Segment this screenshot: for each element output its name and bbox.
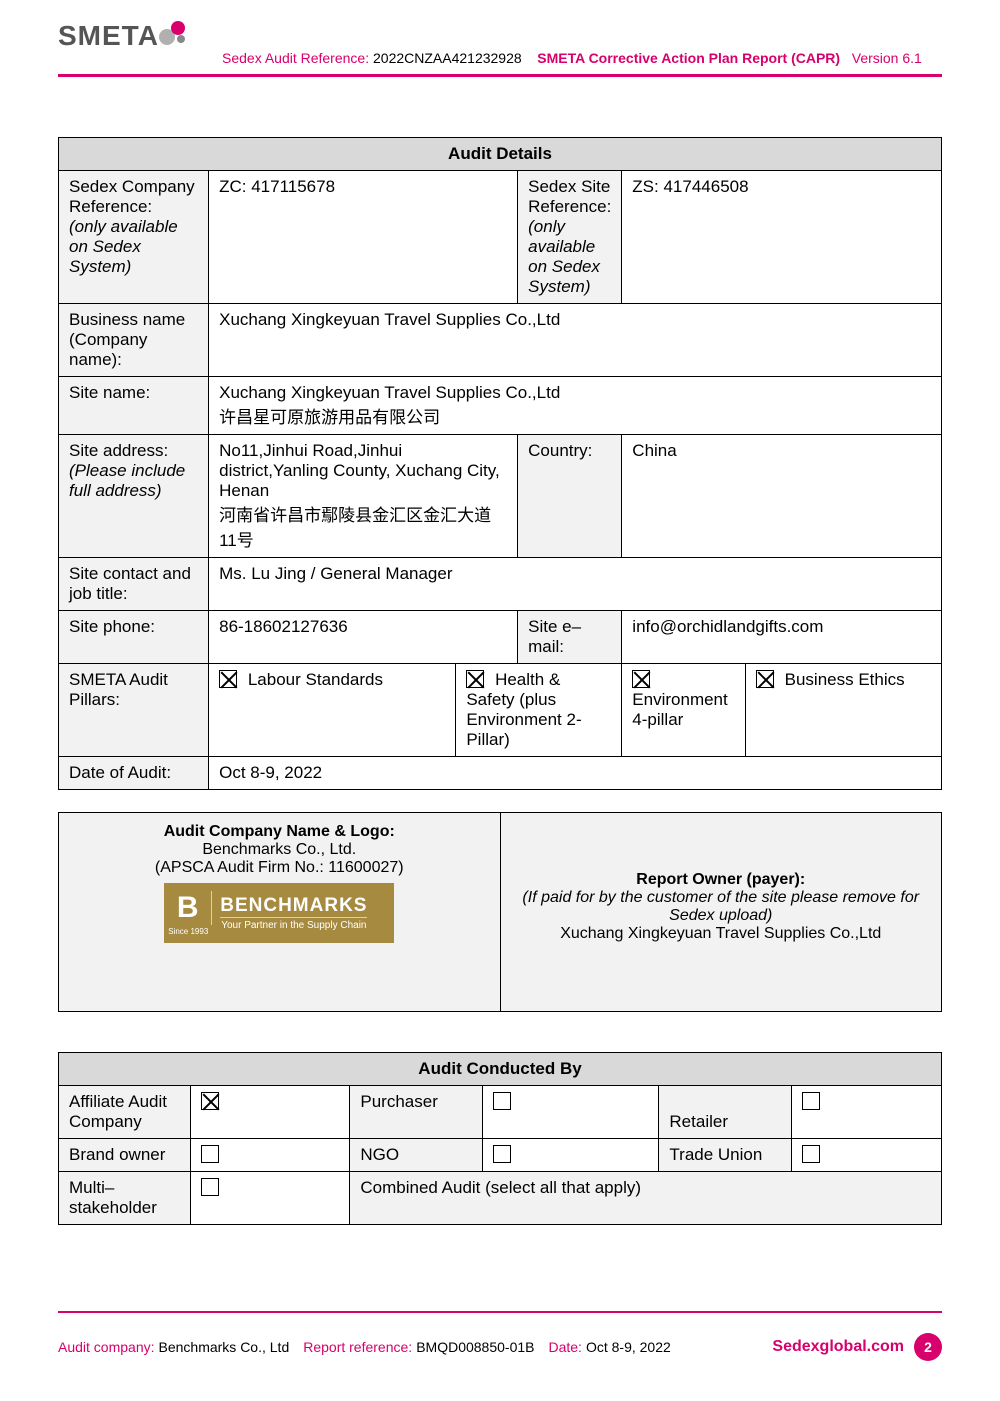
affiliate-label: Affiliate Audit Company <box>59 1086 191 1139</box>
purchaser-label: Purchaser <box>350 1086 482 1139</box>
owner-note: (If paid for by the customer of the site… <box>519 889 924 925</box>
logo-dots-icon <box>157 21 187 51</box>
site-name-label: Site name: <box>59 377 209 435</box>
checkbox-labour-icon <box>219 670 237 688</box>
audit-company-name: Benchmarks Co., Ltd. <box>77 841 482 859</box>
phone-value: 86-18602127636 <box>209 611 518 664</box>
site-address-cn: 河南省许昌市鄢陵县金汇区金汇大道11号 <box>219 506 491 550</box>
page-number-badge: 2 <box>914 1333 942 1361</box>
checkbox-env-icon <box>632 670 650 688</box>
audit-company-title: Audit Company Name & Logo: <box>77 823 482 841</box>
ngo-label: NGO <box>350 1139 482 1172</box>
checkbox-ethics-icon <box>756 670 774 688</box>
benchmarks-logo-small: Your Partner in the Supply Chain <box>220 917 367 931</box>
email-value: info@orchidlandgifts.com <box>622 611 942 664</box>
footer-site: Sedexglobal.com <box>772 1338 904 1356</box>
brand-text: SMETA <box>58 20 159 52</box>
email-label: Site e–mail: <box>518 611 622 664</box>
site-ref-note: (only available on Sedex System) <box>528 217 600 296</box>
contact-label: Site contact and job title: <box>59 558 209 611</box>
version: Version 6.1 <box>852 50 922 66</box>
site-ref-label: Sedex Site Reference: <box>528 177 611 216</box>
conducted-heading: Audit Conducted By <box>59 1053 942 1086</box>
header-meta: Sedex Audit Reference: 2022CNZAA42123292… <box>208 20 942 66</box>
footer-auditco-label: Audit company: <box>58 1339 155 1355</box>
company-owner-panel: Audit Company Name & Logo: Benchmarks Co… <box>58 812 942 1012</box>
owner-value: Xuchang Xingkeyuan Travel Supplies Co.,L… <box>519 925 924 943</box>
pillar-ethics: Business Ethics <box>785 670 905 689</box>
phone-label: Site phone: <box>59 611 209 664</box>
checkbox-ngo-icon <box>493 1145 511 1163</box>
company-ref-value: ZC: 417115678 <box>209 171 518 304</box>
site-address-label: Site address: <box>69 441 168 460</box>
checkbox-hs-icon <box>466 670 484 688</box>
footer-reportref-value: BMQD008850-01B <box>416 1339 534 1355</box>
footer-auditco-value: Benchmarks Co., Ltd <box>159 1339 290 1355</box>
benchmarks-logo: B Since 1993 BENCHMARKS Your Partner in … <box>164 883 394 943</box>
business-name-label: Business name (Company name): <box>59 304 209 377</box>
company-ref-label: Sedex Company Reference: <box>69 177 195 216</box>
checkbox-trade-icon <box>802 1145 820 1163</box>
benchmarks-logo-big: BENCHMARKS <box>220 895 367 917</box>
smeta-logo: SMETA <box>58 20 208 52</box>
page-header: SMETA Sedex Audit Reference: 2022CNZAA42… <box>58 20 942 66</box>
conducted-by-table: Audit Conducted By Affiliate Audit Compa… <box>58 1052 942 1225</box>
site-name-cn: 许昌星可原旅游用品有限公司 <box>219 408 440 427</box>
pillar-env: Environment 4-pillar <box>632 690 727 729</box>
country-value: China <box>622 435 942 558</box>
trade-label: Trade Union <box>659 1139 791 1172</box>
multi-label: Multi–stakeholder <box>59 1172 191 1225</box>
site-ref-value: ZS: 417446508 <box>622 171 942 304</box>
audit-company-note: (APSCA Audit Firm No.: 11600027) <box>77 859 482 877</box>
pillar-labour: Labour Standards <box>248 670 383 689</box>
page-footer: Audit company: Benchmarks Co., Ltd Repor… <box>58 1311 942 1361</box>
checkbox-affiliate-icon <box>201 1092 219 1110</box>
checkbox-retailer-icon <box>802 1092 820 1110</box>
date-value: Oct 8-9, 2022 <box>209 757 942 790</box>
checkbox-purchaser-icon <box>493 1092 511 1110</box>
pillars-label: SMETA Audit Pillars: <box>59 664 209 757</box>
country-label: Country: <box>518 435 622 558</box>
audit-details-table: Audit Details Sedex Company Reference: (… <box>58 137 942 790</box>
site-address-en: No11,Jinhui Road,Jinhui district,Yanling… <box>219 441 500 500</box>
footer-reportref-label: Report reference: <box>303 1339 412 1355</box>
benchmarks-since: Since 1993 <box>164 927 212 936</box>
footer-date-value: Oct 8-9, 2022 <box>586 1339 671 1355</box>
retailer-label: Retailer <box>659 1086 791 1139</box>
site-address-note: (Please include full address) <box>69 461 185 500</box>
brand-label: Brand owner <box>59 1139 191 1172</box>
company-ref-note: (only available on Sedex System) <box>69 217 178 276</box>
site-name-en: Xuchang Xingkeyuan Travel Supplies Co.,L… <box>219 383 560 402</box>
report-title: SMETA Corrective Action Plan Report (CAP… <box>537 50 840 66</box>
combined-label: Combined Audit (select all that apply) <box>350 1172 942 1225</box>
footer-date-label: Date: <box>548 1339 581 1355</box>
owner-title: Report Owner (payer): <box>519 871 924 889</box>
checkbox-brand-icon <box>201 1145 219 1163</box>
ref-label: Sedex Audit Reference: <box>222 50 369 66</box>
header-rule <box>58 74 942 77</box>
benchmarks-mark-icon: B <box>164 891 212 925</box>
checkbox-multi-icon <box>201 1178 219 1196</box>
date-label: Date of Audit: <box>59 757 209 790</box>
contact-value: Ms. Lu Jing / General Manager <box>209 558 942 611</box>
ref-value: 2022CNZAA421232928 <box>373 50 522 66</box>
footer-rule <box>58 1311 942 1313</box>
business-name-value: Xuchang Xingkeyuan Travel Supplies Co.,L… <box>209 304 942 377</box>
audit-details-heading: Audit Details <box>59 138 942 171</box>
